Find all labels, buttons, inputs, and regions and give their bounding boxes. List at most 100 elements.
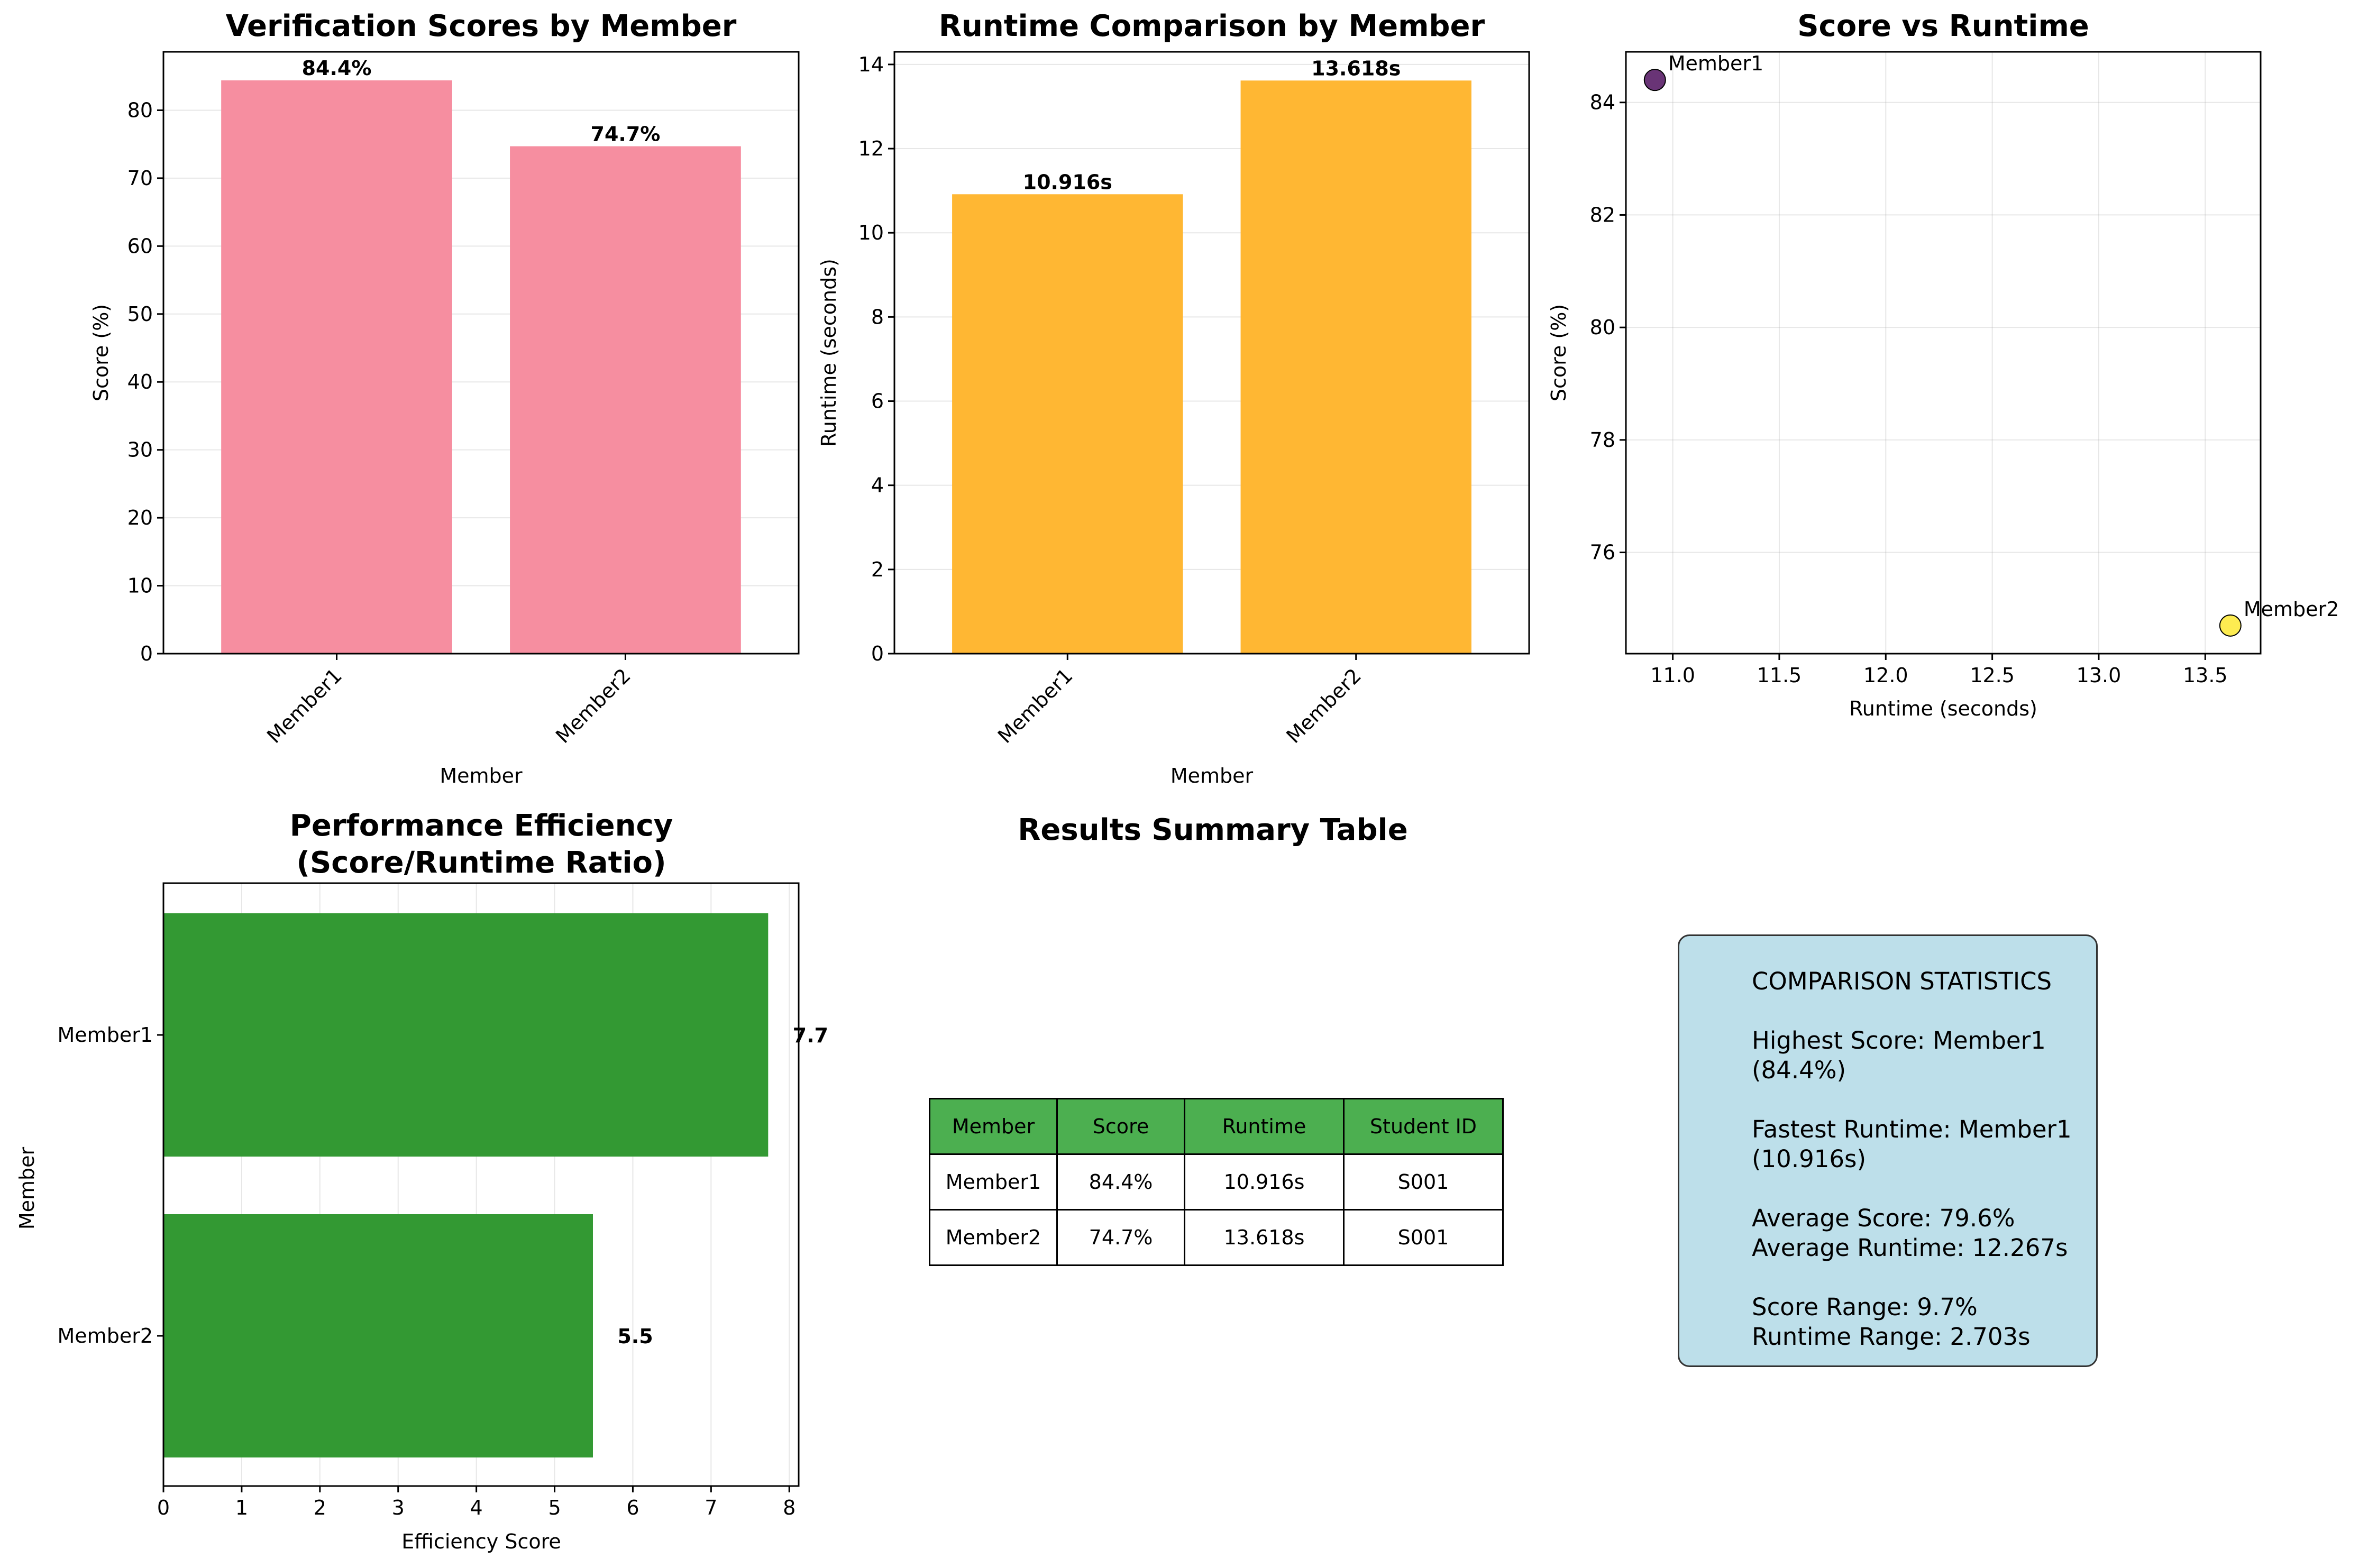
bar-value-label: 74.7%	[591, 123, 661, 146]
comparison-statistics-box	[1678, 934, 2098, 1367]
chart-title-line: Performance Efficiency	[290, 809, 673, 843]
y-tick-label: 70	[127, 167, 153, 190]
x-tick-label: 8	[783, 1496, 796, 1519]
y-axis-label: Runtime (seconds)	[817, 259, 840, 447]
y-tick-label: 50	[127, 302, 153, 326]
plot-frame	[162, 51, 800, 655]
y-tick-label: 4	[871, 474, 884, 497]
table-cell: S001	[1343, 1153, 1504, 1211]
bar	[1240, 80, 1471, 654]
bar-value-label: 10.916s	[1023, 170, 1112, 194]
x-tick-label: 5	[548, 1496, 561, 1519]
table-cell: 13.618s	[1184, 1209, 1345, 1266]
table-row: Member1 84.4% 10.916s S001	[929, 1153, 1504, 1211]
y-tick-label: 60	[127, 234, 153, 258]
chart-title: Score vs Runtime	[1797, 9, 2089, 43]
y-tick-label: 84	[1590, 91, 1615, 114]
x-tick-label: Member2	[1282, 664, 1366, 748]
x-tick-label: 12.0	[1863, 664, 1908, 687]
table-cell: S001	[1343, 1209, 1504, 1266]
y-tick-label: 14	[858, 53, 884, 76]
y-tick-label: 30	[127, 438, 153, 462]
x-tick-label: 6	[626, 1496, 639, 1519]
point-label: Member1	[1668, 52, 1763, 75]
runtime-bar-chart: 10.916s 13.618s 0 2 4 6 8 10 12 14 Member1 Member2 R…	[817, 9, 1530, 787]
y-tick-label: 40	[127, 370, 153, 393]
bar	[163, 913, 769, 1157]
y-tick-label: 0	[140, 642, 153, 665]
chart-title-line: (Score/Runtime Ratio)	[296, 846, 666, 880]
table-cell: 74.7%	[1056, 1209, 1185, 1266]
y-tick-label: 10	[858, 221, 884, 244]
chart-title: Verification Scores by Member	[226, 9, 737, 43]
y-tick-label: 6	[871, 390, 884, 413]
table-header-row: Member Score Runtime Student ID	[929, 1098, 1504, 1155]
score-runtime-scatter: Member1 Member2 76 78 80 82 84 11.0 11.5 12.0 12.5…	[1547, 9, 2339, 720]
x-tick-label: Member1	[993, 664, 1077, 748]
bar	[221, 80, 452, 654]
x-tick-label: Member1	[262, 664, 346, 748]
table-cell: 84.4%	[1056, 1153, 1185, 1211]
results-summary-table: Member Score Runtime Student ID Member1 …	[929, 1098, 1504, 1266]
y-tick-label: 10	[127, 574, 153, 598]
results-summary-table-container: Member Score Runtime Student ID Member1 …	[929, 1098, 1504, 1266]
y-tick-label: 78	[1590, 428, 1615, 452]
y-tick-label: Member2	[58, 1324, 153, 1347]
efficiency-bar-chart: 7.75.50 1 2 3 4 5 6 7 8Member1Member2Performance…	[15, 809, 828, 1553]
bar	[163, 1214, 593, 1457]
bar	[952, 194, 1183, 654]
x-tick-label: 12.5	[1970, 664, 2015, 687]
table-header-cell: Student ID	[1343, 1098, 1504, 1155]
y-axis-label: Member	[15, 1147, 39, 1230]
x-axis-label: Runtime (seconds)	[1849, 697, 2037, 720]
table-row: Member2 74.7% 13.618s S001	[929, 1209, 1504, 1266]
x-axis-label: Member	[1171, 764, 1254, 787]
score-bar-chart: 84.4% 74.7% 0 10 20 30 40 50 60 70 80 Member1 Member…	[89, 9, 800, 787]
plot-frame	[1625, 51, 2262, 655]
table-header-cell: Score	[1056, 1098, 1185, 1155]
x-tick-label: 1	[235, 1496, 248, 1519]
y-tick-label: 8	[871, 305, 884, 328]
y-axis-label: Score (%)	[1547, 304, 1570, 401]
x-tick-label: 4	[470, 1496, 483, 1519]
table-header-cell: Runtime	[1184, 1098, 1345, 1155]
y-tick-label: 76	[1590, 541, 1615, 564]
x-tick-label: 2	[314, 1496, 326, 1519]
y-tick-label: 2	[871, 558, 884, 581]
x-tick-label: 11.0	[1650, 664, 1695, 687]
scatter-point	[2219, 614, 2242, 637]
bar-value-label: 84.4%	[302, 57, 372, 80]
scatter-point	[1643, 69, 1666, 91]
plot-frame	[893, 51, 1530, 655]
x-tick-label: 13.5	[2183, 664, 2228, 687]
y-tick-label: 12	[858, 137, 884, 160]
table-cell: 10.916s	[1184, 1153, 1345, 1211]
table-cell: Member2	[929, 1209, 1058, 1266]
x-tick-label: 3	[392, 1496, 405, 1519]
bar	[510, 146, 741, 654]
bar-value-label: 13.618s	[1311, 57, 1401, 80]
y-tick-label: 80	[127, 98, 153, 122]
plot-frame	[162, 882, 800, 1487]
y-tick-label: 0	[871, 642, 884, 665]
y-tick-label: 20	[127, 506, 153, 529]
point-label: Member2	[2244, 598, 2339, 621]
table-title: Results Summary Table	[1018, 813, 1407, 847]
x-tick-label: 7	[705, 1496, 717, 1519]
chart-title: Runtime Comparison by Member	[939, 9, 1485, 43]
y-tick-label: 80	[1590, 316, 1615, 339]
x-tick-label: 11.5	[1757, 664, 1802, 687]
bar-value-label: 5.5	[617, 1325, 653, 1348]
table-header-cell: Member	[929, 1098, 1058, 1155]
y-tick-label: Member1	[58, 1023, 153, 1047]
x-tick-label: 0	[157, 1496, 170, 1519]
comparison-statistics-text: COMPARISON STATISTICS Highest Score: Mem…	[1752, 967, 2072, 1351]
x-axis-label: Member	[440, 764, 523, 787]
x-axis-label: Efficiency Score	[401, 1530, 561, 1553]
y-tick-label: 82	[1590, 203, 1615, 226]
table-cell: Member1	[929, 1153, 1058, 1211]
y-axis-label: Score (%)	[89, 304, 113, 401]
x-tick-label: 13.0	[2077, 664, 2122, 687]
x-tick-label: Member2	[551, 664, 635, 748]
